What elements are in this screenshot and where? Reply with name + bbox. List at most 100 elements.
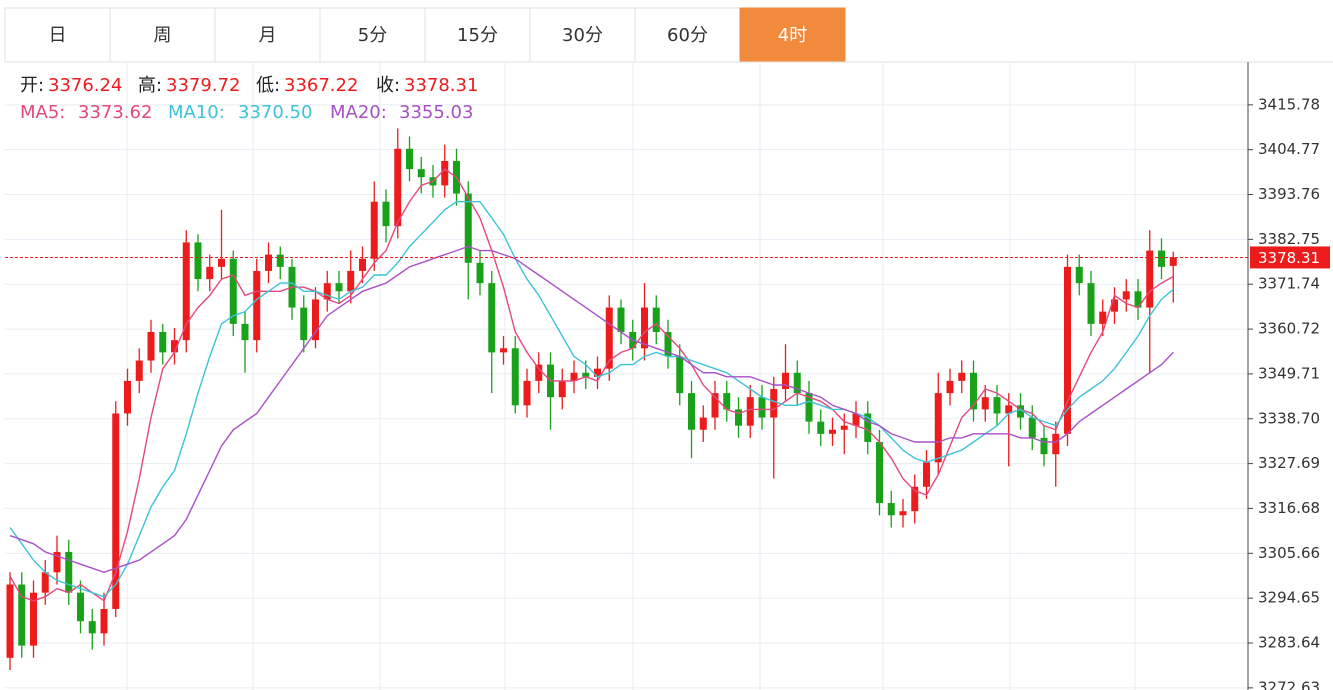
candle-body <box>406 148 413 170</box>
y-tick-label: 3338.70 <box>1258 409 1320 427</box>
candle-body <box>476 262 484 284</box>
candle-body <box>805 393 813 422</box>
candle-body <box>758 397 766 418</box>
tab[interactable] <box>739 7 846 63</box>
tab-label[interactable]: 15分 <box>457 25 498 46</box>
candle-body <box>523 380 531 406</box>
tab[interactable] <box>319 7 426 63</box>
candle-body <box>1028 417 1036 438</box>
candle-body <box>135 360 143 381</box>
candle-body <box>981 397 989 410</box>
candle-body <box>1111 299 1118 312</box>
candle-body <box>1146 250 1154 308</box>
info-value: 3376.24 <box>48 75 122 96</box>
candle-body <box>617 307 625 333</box>
y-axis-labels: 3415.78 3404.77 3393.76 3382.75 3371.74 3360.… <box>1248 95 1330 690</box>
candle-body <box>676 356 684 394</box>
tab[interactable] <box>529 7 636 63</box>
candle-body <box>993 397 1001 414</box>
candle-body <box>300 307 308 341</box>
candle-body <box>923 462 930 487</box>
candle-body <box>1087 283 1095 324</box>
tab[interactable] <box>109 7 216 63</box>
candle-body <box>535 364 543 381</box>
candle-body <box>441 160 449 186</box>
y-tick-label: 3305.66 <box>1258 544 1320 562</box>
candle-body <box>605 307 613 369</box>
ma-line <box>9 168 1174 602</box>
candle-body <box>688 393 695 430</box>
tab-label[interactable]: 30分 <box>562 25 603 46</box>
legend-value: 3373.62 <box>78 102 152 123</box>
info-label: 开: <box>20 75 44 96</box>
info-value: 3367.22 <box>284 75 358 96</box>
info-label: 高: <box>138 75 162 96</box>
candle-body <box>124 380 131 414</box>
candle-body <box>594 368 601 377</box>
candle-body <box>18 584 26 646</box>
info: 开: 3376.24 高: 3379.72 低: 3367.22 收: 3378.31 MA5:… <box>20 75 478 123</box>
tab-label[interactable]: 60分 <box>667 25 708 46</box>
candle-body <box>77 592 84 622</box>
tab-bar: 日 周 月 5分 15分 30分 60分 4时 <box>4 7 1333 63</box>
candle-body <box>276 254 284 267</box>
candle-body <box>206 266 214 280</box>
candle-body <box>699 417 707 430</box>
last-price-box <box>1250 246 1330 269</box>
tab-label[interactable]: 周 <box>154 25 172 46</box>
candle-body <box>1075 266 1083 284</box>
tab[interactable] <box>214 7 321 63</box>
tab[interactable] <box>4 7 111 63</box>
plot <box>5 128 1248 671</box>
candle-body <box>194 242 202 280</box>
candle-body <box>1017 405 1024 418</box>
candle-body <box>1134 291 1142 308</box>
y-tick-label: 3404.77 <box>1258 140 1320 158</box>
candle-body <box>829 429 836 434</box>
candle-body <box>159 332 167 353</box>
candle-body <box>53 551 61 573</box>
tab-label[interactable]: 月 <box>259 25 277 46</box>
tab-label[interactable]: 日 <box>49 25 67 46</box>
info-value: 3379.72 <box>166 75 240 96</box>
candle-body <box>840 425 848 430</box>
y-tick-label: 3327.69 <box>1258 454 1320 472</box>
candle-body <box>171 340 178 353</box>
y-tick-label: 3283.64 <box>1258 634 1320 652</box>
ma-line <box>9 245 1174 574</box>
candle-body <box>911 486 919 512</box>
candle-body <box>793 372 801 394</box>
candle-body <box>241 323 249 341</box>
candle-body <box>770 389 778 418</box>
y-tick-label: 3360.72 <box>1258 320 1320 338</box>
ma-line <box>9 201 1174 598</box>
candle-body <box>1052 433 1060 455</box>
candle-body <box>782 372 789 390</box>
candle-body <box>558 380 566 398</box>
candle-body <box>312 299 319 341</box>
tab-label[interactable]: 5分 <box>358 25 387 46</box>
candle-body <box>359 258 366 271</box>
candle-body <box>1064 266 1071 434</box>
candle-body <box>887 503 895 516</box>
candle-body <box>323 283 331 300</box>
candle-body <box>664 332 672 357</box>
candle-body <box>1158 250 1165 267</box>
candle-body <box>641 307 648 349</box>
candle-body <box>746 397 754 426</box>
candle-body <box>488 283 496 353</box>
candle-body <box>347 270 355 292</box>
candle-body <box>652 307 660 333</box>
candle-body <box>570 372 578 381</box>
y-tick-label: 3349.71 <box>1258 364 1320 382</box>
candle-body <box>582 372 590 377</box>
candle-body <box>370 201 378 259</box>
y-tick-label: 3371.74 <box>1258 275 1320 293</box>
candle-body <box>100 608 108 634</box>
candle-body <box>394 148 402 227</box>
tab-label[interactable]: 4时 <box>778 25 807 46</box>
y-tick-label: 3393.76 <box>1258 185 1320 203</box>
candle-body <box>6 584 14 658</box>
candle-body <box>711 393 719 418</box>
candle-body <box>112 413 120 609</box>
